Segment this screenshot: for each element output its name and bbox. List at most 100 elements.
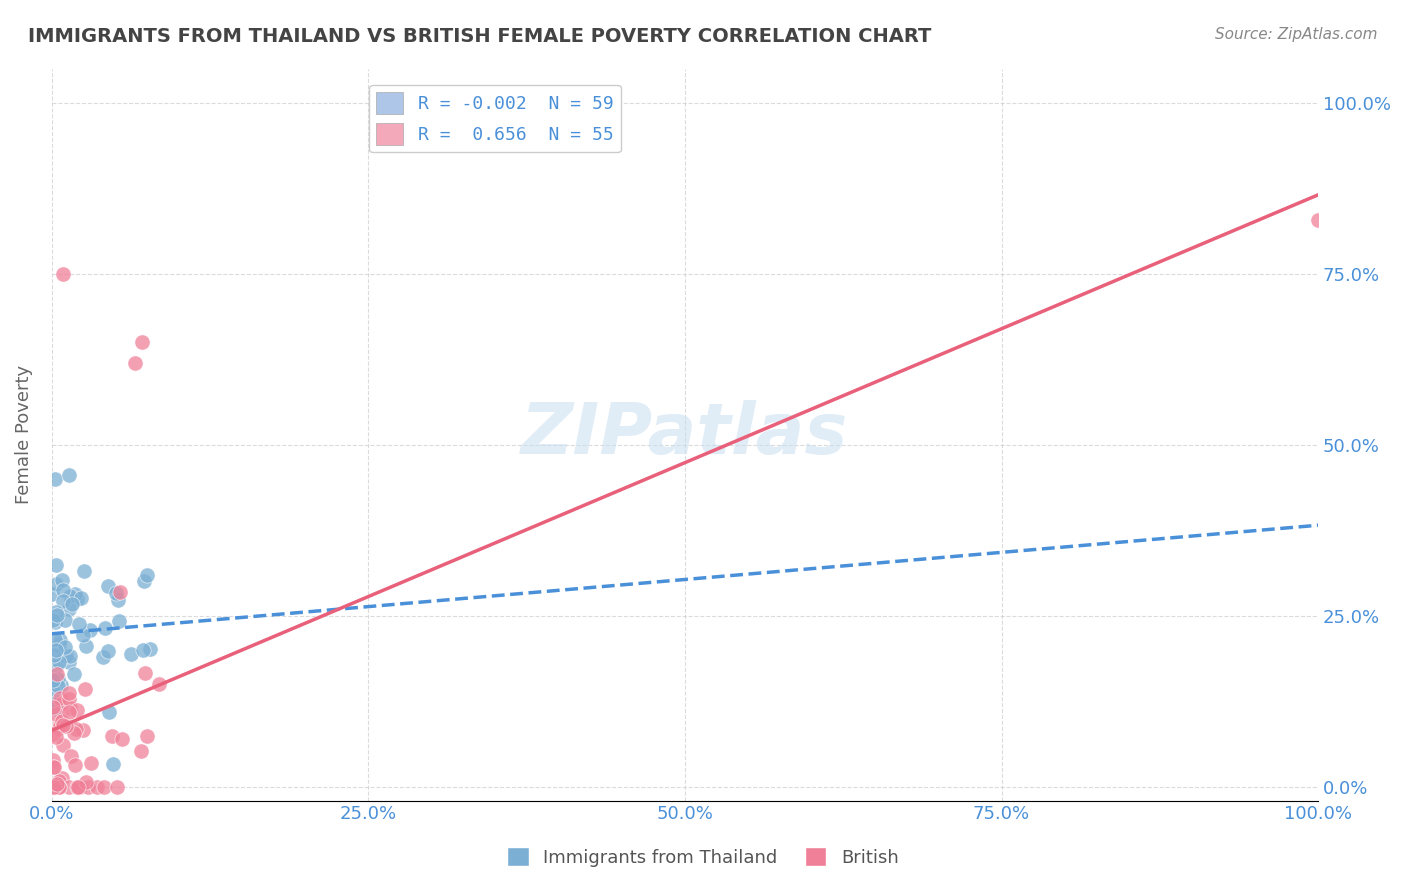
Point <box>58 648 80 663</box>
Point <box>63 757 86 772</box>
Point <box>52 582 75 597</box>
Legend: Immigrants from Thailand, British: Immigrants from Thailand, British <box>501 840 905 874</box>
Point <box>58 686 80 700</box>
Point <box>148 676 170 690</box>
Point <box>45 706 67 721</box>
Point <box>134 665 156 680</box>
Point <box>45 607 67 622</box>
Point <box>63 726 86 740</box>
Point <box>45 701 67 715</box>
Point <box>46 777 69 791</box>
Point <box>72 723 94 738</box>
Point <box>108 615 131 629</box>
Point <box>41 673 63 688</box>
Point <box>131 643 153 657</box>
Point <box>42 613 65 627</box>
Y-axis label: Female Poverty: Female Poverty <box>15 365 32 504</box>
Point <box>44 760 66 774</box>
Point <box>42 698 65 712</box>
Point <box>66 780 89 794</box>
Point <box>52 738 75 752</box>
Point <box>58 691 80 706</box>
Point <box>101 756 124 771</box>
Point <box>110 585 132 599</box>
Point <box>101 729 124 743</box>
Point <box>45 643 67 657</box>
Point <box>41 780 63 794</box>
Point <box>135 730 157 744</box>
Point <box>51 573 73 587</box>
Point <box>73 681 96 696</box>
Point <box>97 644 120 658</box>
Point <box>42 699 65 714</box>
Point <box>45 730 67 744</box>
Point <box>45 667 67 681</box>
Point <box>60 749 83 764</box>
Text: ZIPatlas: ZIPatlas <box>522 401 849 469</box>
Point <box>58 601 80 615</box>
Point <box>49 691 72 706</box>
Point <box>69 780 91 794</box>
Point <box>120 647 142 661</box>
Point <box>131 335 153 350</box>
Legend: R = -0.002  N = 59, R =  0.656  N = 55: R = -0.002 N = 59, R = 0.656 N = 55 <box>370 85 621 153</box>
Point <box>49 716 72 731</box>
Point <box>124 356 146 370</box>
Point <box>42 683 65 698</box>
Point <box>52 718 75 732</box>
Point <box>132 574 155 588</box>
Point <box>97 579 120 593</box>
Point <box>105 780 128 794</box>
Point <box>53 640 76 654</box>
Point <box>62 667 84 681</box>
Point <box>41 586 63 600</box>
Point <box>91 649 114 664</box>
Point <box>51 714 73 728</box>
Point <box>58 467 80 482</box>
Point <box>44 615 66 630</box>
Point <box>45 576 67 591</box>
Point <box>55 648 77 663</box>
Point <box>63 587 86 601</box>
Point <box>44 780 66 794</box>
Point <box>107 593 129 607</box>
Point <box>48 638 70 652</box>
Point <box>60 597 83 611</box>
Point <box>46 679 69 693</box>
Point <box>55 613 77 627</box>
Point <box>42 753 65 767</box>
Point <box>45 558 67 572</box>
Point <box>49 678 72 692</box>
Point <box>59 590 82 604</box>
Point <box>48 721 70 735</box>
Point <box>1308 212 1330 227</box>
Point <box>48 655 70 669</box>
Point <box>51 771 73 785</box>
Point <box>139 641 162 656</box>
Point <box>129 744 152 758</box>
Text: Source: ZipAtlas.com: Source: ZipAtlas.com <box>1215 27 1378 42</box>
Point <box>66 703 89 717</box>
Point <box>48 780 70 794</box>
Point <box>66 592 89 607</box>
Point <box>45 606 67 620</box>
Point <box>58 780 80 794</box>
Point <box>44 672 66 686</box>
Point <box>79 623 101 637</box>
Point <box>42 760 65 774</box>
Point <box>46 673 69 687</box>
Point <box>65 722 87 736</box>
Point <box>111 731 134 746</box>
Point <box>97 705 120 719</box>
Point <box>44 632 66 647</box>
Point <box>94 621 117 635</box>
Text: IMMIGRANTS FROM THAILAND VS BRITISH FEMALE POVERTY CORRELATION CHART: IMMIGRANTS FROM THAILAND VS BRITISH FEMA… <box>28 27 932 45</box>
Point <box>52 267 75 281</box>
Point <box>72 628 94 642</box>
Point <box>42 701 65 715</box>
Point <box>86 780 108 794</box>
Point <box>42 727 65 741</box>
Point <box>48 780 70 794</box>
Point <box>67 617 90 632</box>
Point <box>104 586 127 600</box>
